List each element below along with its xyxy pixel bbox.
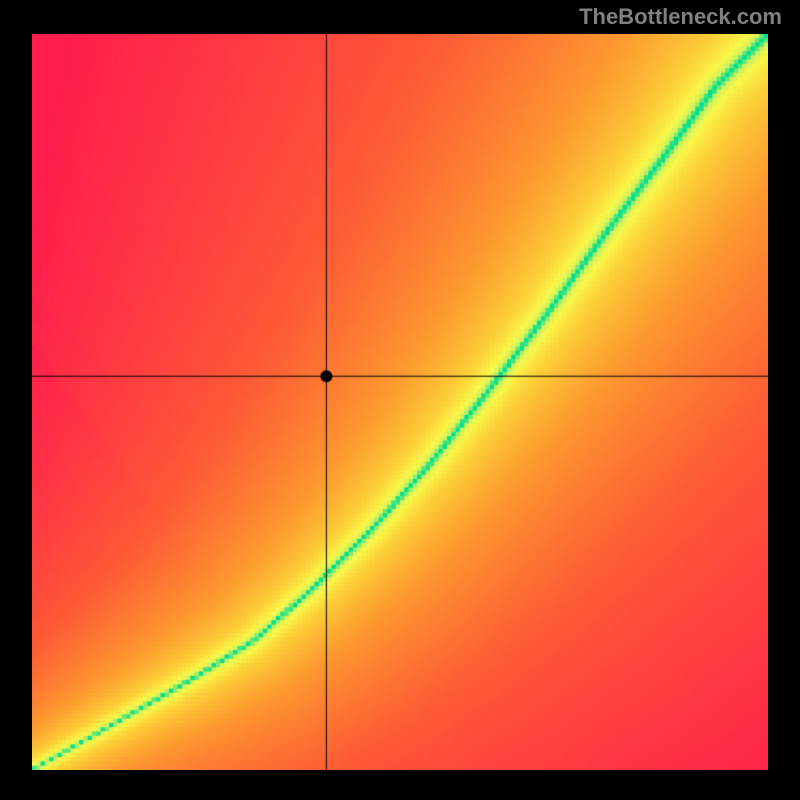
heatmap-canvas [32,34,768,770]
bottleneck-heatmap [32,34,768,770]
watermark-text: TheBottleneck.com [579,4,782,30]
